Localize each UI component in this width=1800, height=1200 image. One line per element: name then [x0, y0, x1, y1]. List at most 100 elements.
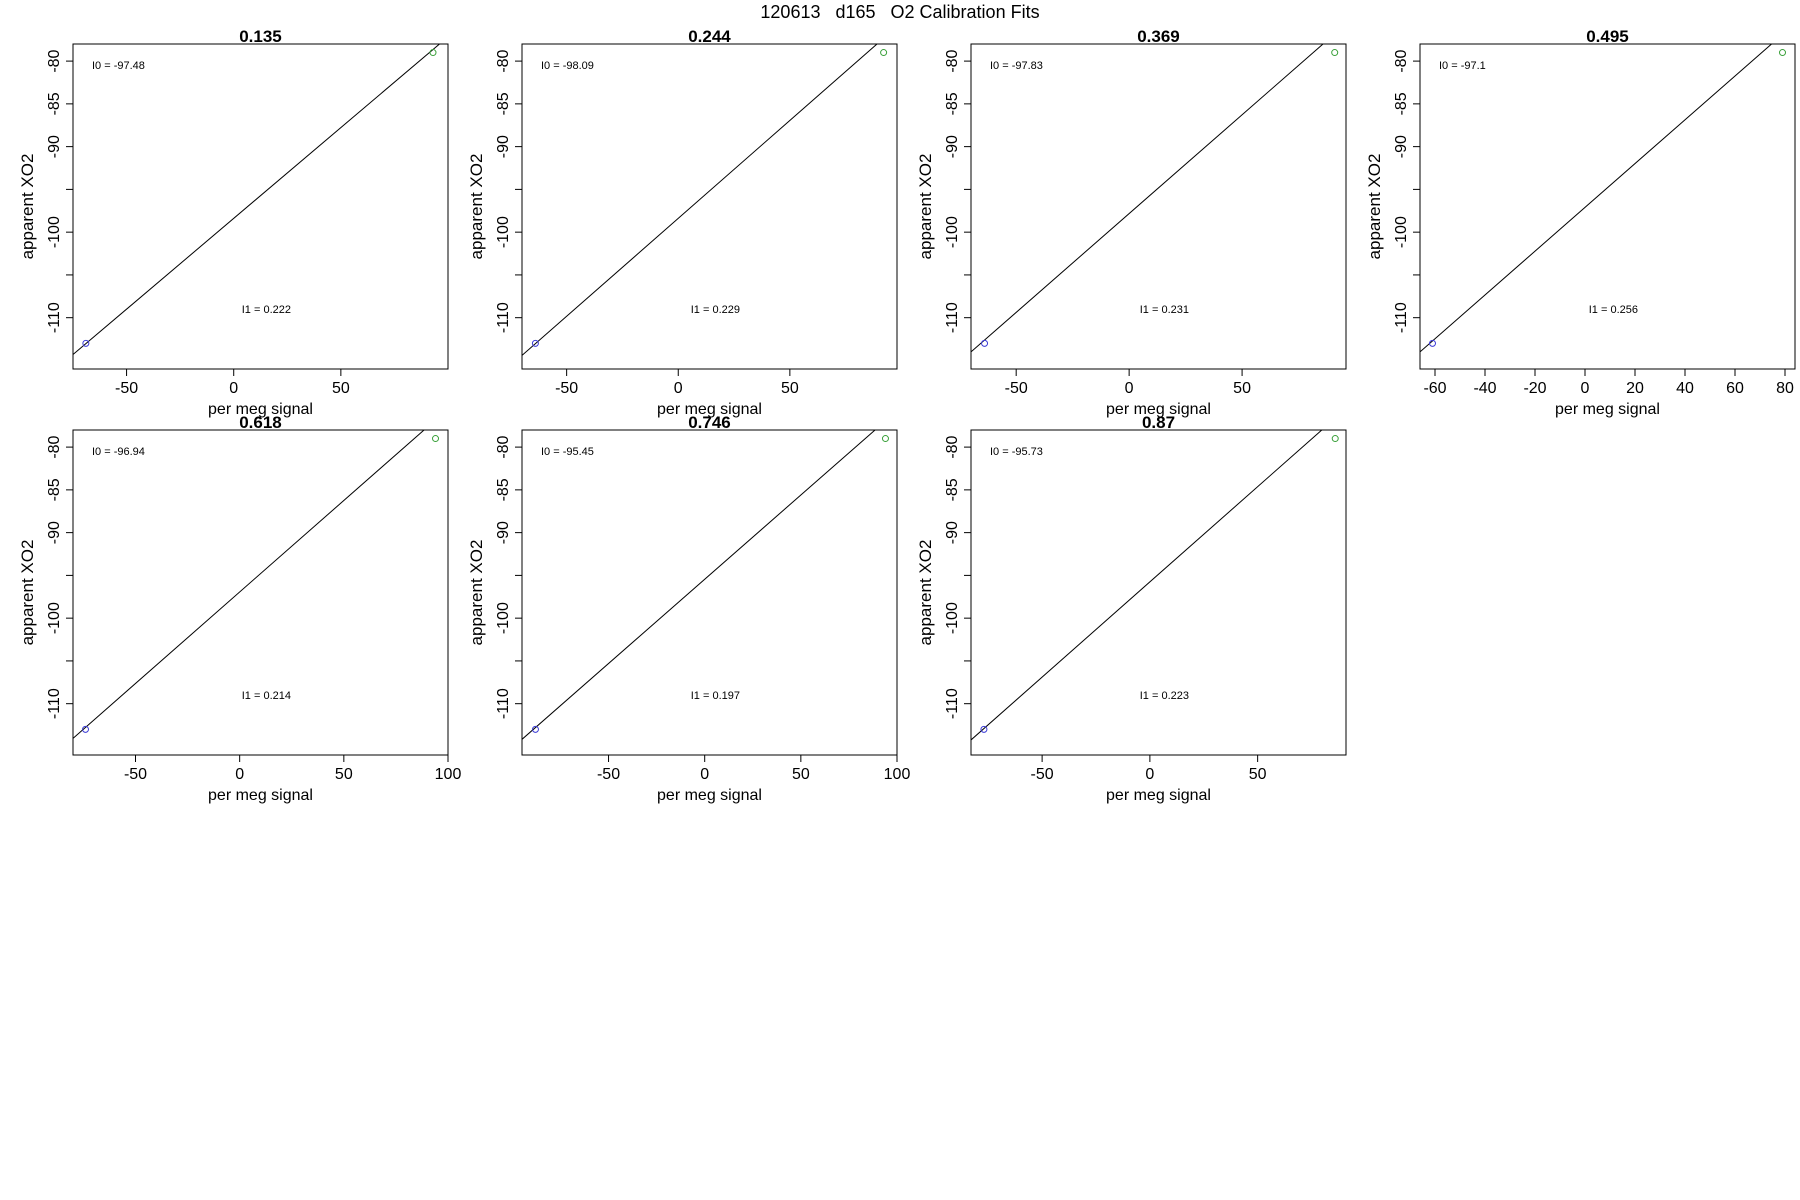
data-point-low	[981, 339, 989, 347]
y-tick-label: -110	[495, 688, 512, 719]
x-tick-label: -20	[1523, 380, 1546, 397]
y-tick-label: -100	[944, 602, 961, 634]
data-point-low	[1429, 339, 1436, 347]
intercept-annotation: I0 = -97.1	[1439, 60, 1486, 72]
x-axis-label: per meg signal	[657, 787, 762, 804]
x-axis-label: per meg signal	[657, 401, 762, 418]
chart-panel: 0.618 -50 0 50 100 per meg signal -80 -85 -90 -10…	[18, 413, 462, 804]
chart-panel: 0.369 -50 0 50 per meg signal -80 -85 -90 -100 -1…	[916, 27, 1347, 418]
intercept-annotation: I0 = -97.83	[990, 60, 1043, 72]
x-tick-label: 50	[781, 380, 799, 397]
y-axis-label: apparent XO2	[916, 154, 935, 260]
y-tick-label: -85	[944, 478, 961, 501]
panel-title: 0.495	[1586, 27, 1629, 46]
y-tick-label: -80	[944, 435, 961, 458]
chart-panel: 0.244 -50 0 50 per meg signal -80 -85 -90 -100 -1…	[467, 27, 898, 418]
x-tick-label: 40	[1676, 380, 1694, 397]
x-tick-label: -50	[555, 380, 578, 397]
y-tick-label: -110	[944, 302, 961, 333]
y-tick-label: -80	[46, 49, 63, 72]
intercept-annotation: I0 = -98.09	[541, 60, 594, 72]
chart-panel: 0.495 -60 -40 -20 0 20 40 60 80 per meg signal -80…	[1365, 27, 1796, 418]
intercept-annotation: I0 = -95.73	[990, 446, 1043, 458]
data-point-low	[82, 339, 90, 347]
y-tick-label: -110	[495, 302, 512, 333]
data-point-high	[880, 49, 888, 57]
intercept-annotation: I0 = -97.48	[92, 60, 145, 72]
y-tick-label: -90	[46, 135, 63, 158]
fit-line	[73, 44, 441, 355]
data-point-high	[1331, 49, 1339, 57]
fit-line	[522, 430, 876, 740]
y-tick-label: -80	[495, 435, 512, 458]
x-tick-label: 100	[435, 766, 462, 783]
x-tick-label: -50	[597, 766, 620, 783]
y-tick-label: -90	[46, 521, 63, 544]
panel-title: 0.87	[1142, 413, 1175, 432]
y-tick-label: -90	[495, 135, 512, 158]
x-tick-label: 80	[1776, 380, 1794, 397]
x-tick-label: 0	[235, 766, 244, 783]
plot-frame	[72, 43, 449, 370]
data-point-low	[980, 725, 988, 733]
y-tick-label: -100	[944, 216, 961, 248]
plot-frame	[521, 43, 898, 370]
y-tick-label: -90	[944, 521, 961, 544]
y-axis-label: apparent XO2	[1365, 154, 1384, 260]
x-tick-label: 50	[335, 766, 353, 783]
data-point-high	[881, 435, 889, 443]
x-tick-label: 0	[1145, 766, 1154, 783]
y-tick-label: -90	[944, 135, 961, 158]
slope-annotation: I1 = 0.222	[242, 304, 291, 316]
y-tick-label: -90	[495, 521, 512, 544]
intercept-annotation: I0 = -95.45	[541, 446, 594, 458]
y-tick-label: -110	[1393, 302, 1410, 333]
intercept-annotation: I0 = -96.94	[92, 446, 145, 458]
slope-annotation: I1 = 0.223	[1140, 690, 1189, 702]
y-axis-label: apparent XO2	[18, 540, 37, 646]
x-axis-label: per meg signal	[1555, 401, 1660, 418]
x-axis-label: per meg signal	[208, 401, 313, 418]
x-axis-label: per meg signal	[1106, 787, 1211, 804]
y-tick-label: -80	[944, 49, 961, 72]
data-point-high	[1331, 435, 1339, 443]
panel-title: 0.618	[239, 413, 282, 432]
y-tick-label: -100	[46, 216, 63, 248]
plot-frame	[1419, 43, 1796, 370]
y-tick-label: -100	[495, 602, 512, 634]
panel-title: 0.135	[239, 27, 282, 46]
x-tick-label: -50	[1031, 766, 1054, 783]
y-tick-label: -110	[46, 688, 63, 719]
x-tick-label: 50	[1233, 380, 1251, 397]
y-tick-label: -110	[944, 688, 961, 719]
x-tick-label: -50	[115, 380, 138, 397]
y-tick-label: -100	[46, 602, 63, 634]
y-tick-label: -100	[495, 216, 512, 248]
panel-title: 0.746	[688, 413, 731, 432]
y-axis-label: apparent XO2	[916, 540, 935, 646]
x-tick-label: 100	[884, 766, 911, 783]
x-tick-label: -40	[1473, 380, 1496, 397]
chart-panel: 0.135 -50 0 50 per meg signal -80 -85 -90 -100 -1…	[18, 27, 449, 418]
y-axis-label: apparent XO2	[467, 540, 486, 646]
x-tick-label: 50	[1249, 766, 1267, 783]
y-tick-label: -90	[1393, 135, 1410, 158]
x-axis-label: per meg signal	[208, 787, 313, 804]
plot-frame	[521, 429, 898, 756]
y-tick-label: -80	[1393, 49, 1410, 72]
slope-annotation: I1 = 0.197	[691, 690, 740, 702]
y-tick-label: -100	[1393, 216, 1410, 248]
y-tick-label: -110	[46, 302, 63, 333]
panel-title: 0.369	[1137, 27, 1180, 46]
x-tick-label: 0	[229, 380, 238, 397]
y-axis-label: apparent XO2	[467, 154, 486, 260]
data-point-low	[531, 725, 539, 733]
y-axis-label: apparent XO2	[18, 154, 37, 260]
x-tick-label: -50	[124, 766, 147, 783]
data-point-high	[429, 49, 437, 57]
x-tick-label: 50	[332, 380, 350, 397]
y-tick-label: -85	[495, 478, 512, 501]
y-tick-label: -85	[1393, 92, 1410, 115]
slope-annotation: I1 = 0.229	[691, 304, 740, 316]
